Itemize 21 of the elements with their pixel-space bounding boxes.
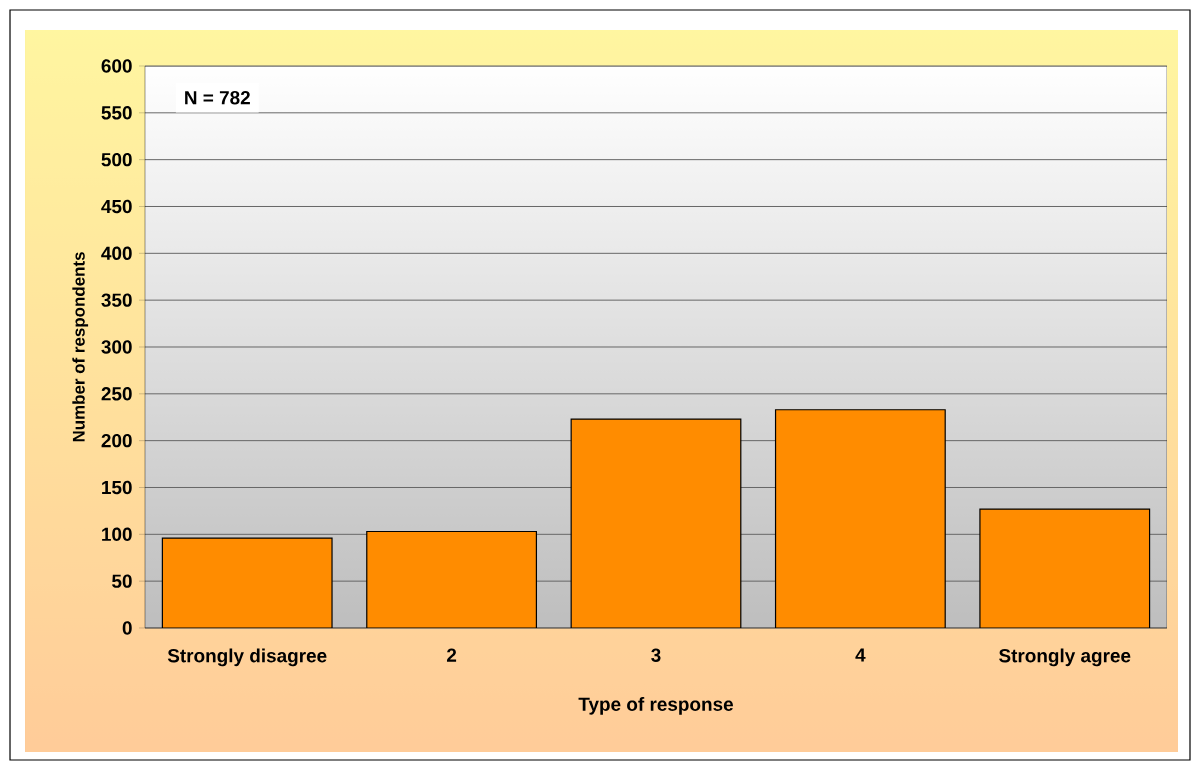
y-tick-label: 350 (101, 293, 132, 307)
annotation: N = 782 (185, 91, 250, 105)
x-tick-label: 3 (651, 648, 661, 662)
y-tick-label: 300 (101, 340, 132, 354)
x-axis-title: Type of response (578, 697, 733, 715)
y-tick-label: 200 (101, 433, 132, 448)
x-tick-label: 2 (446, 648, 457, 662)
y-tick-label: 150 (102, 480, 132, 495)
y-tick-label: 400 (101, 246, 132, 261)
y-tick-label: 250 (101, 387, 132, 401)
y-tick-label: 550 (101, 106, 132, 120)
x-tick-label: 4 (855, 648, 866, 662)
y-tick-label: 600 (101, 59, 132, 73)
y-tick-label: 100 (102, 527, 132, 542)
x-tick-label: Strongly disagree (167, 648, 327, 667)
y-axis-title: Number of respondents (72, 252, 89, 442)
y-tick-label: 50 (112, 574, 132, 588)
y-tick-label: 500 (101, 152, 132, 167)
y-tick-label: 450 (101, 199, 132, 214)
x-tick-label: Strongly agree (999, 648, 1131, 667)
y-tick-label: 0 (122, 621, 132, 635)
